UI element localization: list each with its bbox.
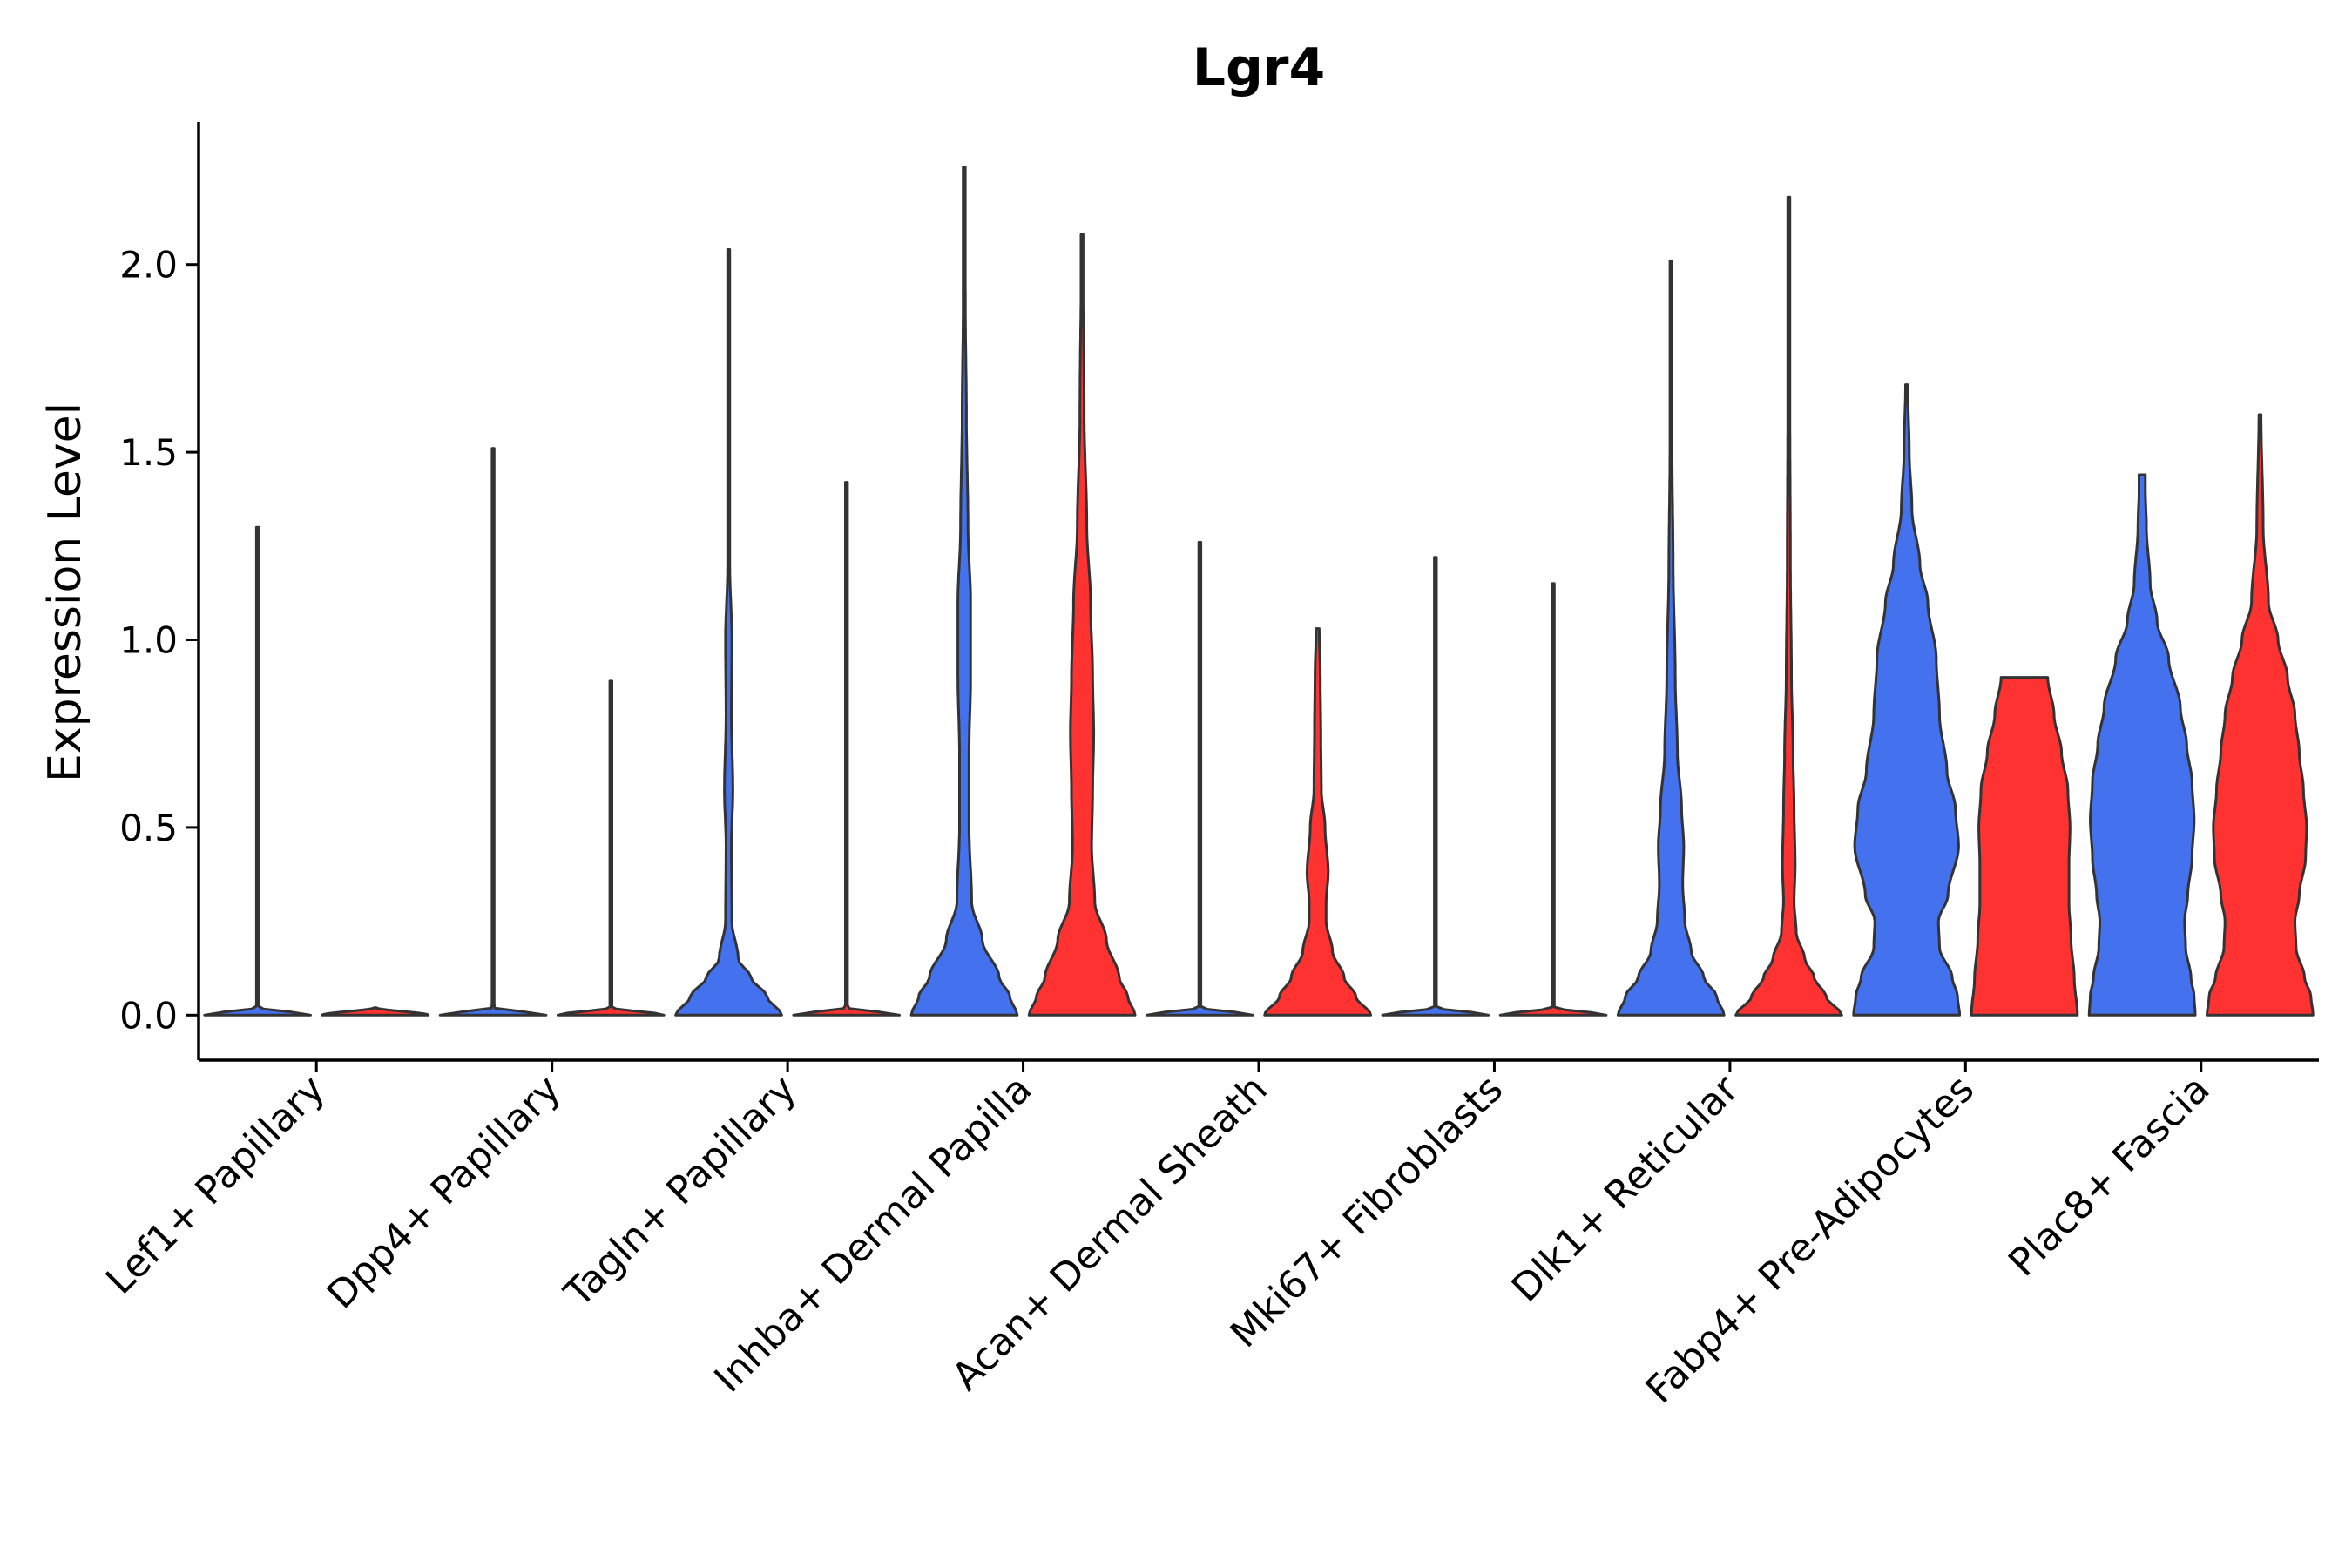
x-tick-label: Plac8+ Fascia	[2000, 1067, 2219, 1286]
y-tick-label: 2.0	[119, 244, 178, 287]
violin-group-1-dpp4-papillary	[438, 447, 548, 1017]
y-tick-label: 0.5	[119, 807, 178, 849]
violin-group-1-acan-dermal-sheath	[1146, 541, 1254, 1017]
violin-group-2-acan-dermal-sheath	[1263, 627, 1372, 1017]
violin-layer	[203, 166, 2315, 1017]
violin-group-2-tagln-papillary	[792, 481, 902, 1017]
violin-group-1-dlk1-reticular	[1616, 259, 1726, 1017]
chart-title: Lgr4	[1193, 37, 1326, 98]
x-tick-label: Lef1+ Papillary	[98, 1067, 334, 1303]
y-tick-label: 0.0	[119, 994, 178, 1037]
violin-group-1-inhba-dermal-papilla	[909, 166, 1019, 1017]
violin-group-2-fabp4-pre-adipocytes	[1970, 676, 2079, 1017]
violin-group-2-mki67-fibroblasts	[1498, 582, 1608, 1017]
y-tick-label: 1.5	[119, 431, 178, 474]
x-tick-label: Dlk1+ Reticular	[1504, 1066, 1748, 1311]
x-tick-label: Tagln+ Papillary	[556, 1067, 805, 1316]
violin-group-1-plac8-fascia	[2087, 473, 2197, 1017]
violin-group-1-tagln-papillary	[674, 248, 783, 1017]
x-tick-label: Mki67+ Fibroblasts	[1222, 1067, 1511, 1356]
y-tick-label: 1.0	[119, 619, 178, 662]
violin-group-2-dlk1-reticular	[1734, 195, 1843, 1017]
violin-group-2-inhba-dermal-papilla	[1027, 233, 1137, 1017]
violin-group-2-lef1-papillary	[321, 1006, 430, 1017]
violin-group-1-mki67-fibroblasts	[1381, 556, 1490, 1017]
y-axis-label: Expression Level	[39, 402, 91, 782]
violin-group-1-lef1-papillary	[203, 525, 312, 1017]
x-tick-label: Dpp4+ Papillary	[319, 1067, 570, 1318]
violin-group-2-plac8-fascia	[2206, 413, 2315, 1017]
violin-group-1-fabp4-pre-adipocytes	[1852, 383, 1962, 1017]
violin-group-2-dpp4-papillary	[556, 679, 666, 1017]
